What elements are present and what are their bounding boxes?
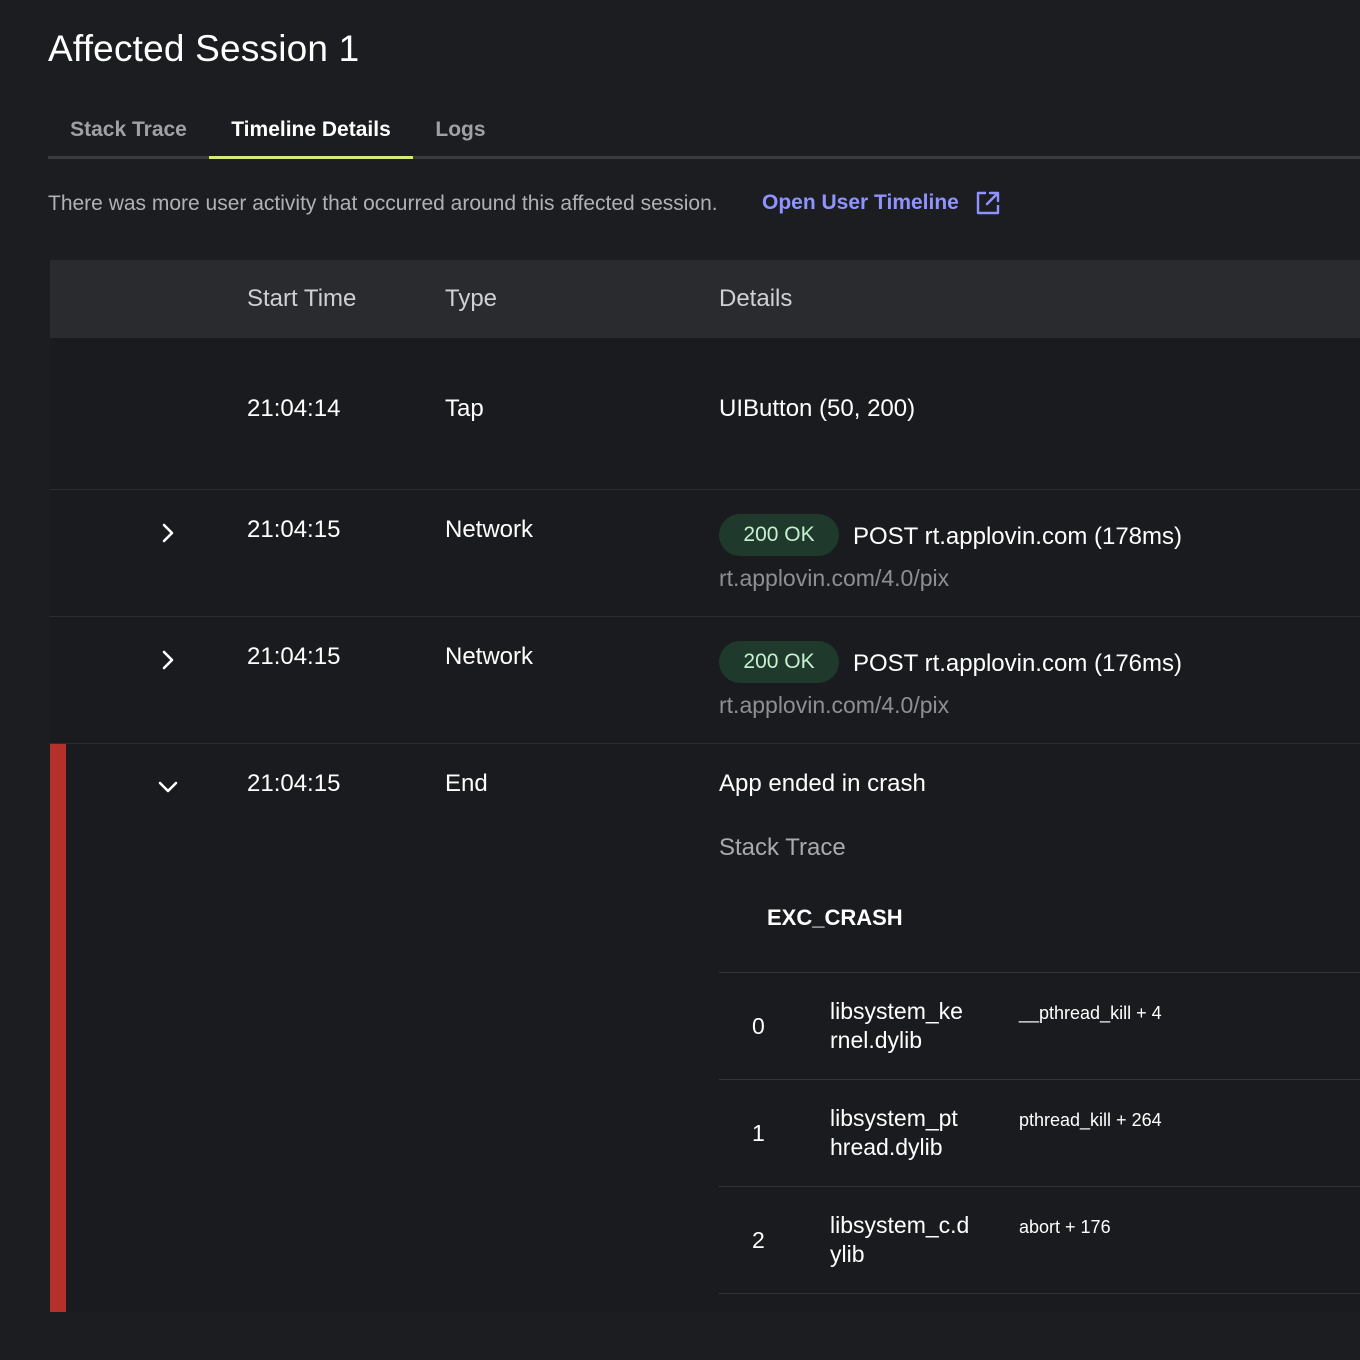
tab-logs[interactable]: Logs xyxy=(435,118,486,141)
row-type: Network xyxy=(445,516,534,543)
stack-trace-heading: Stack Trace xyxy=(719,834,846,861)
activity-notice: There was more user activity that occurr… xyxy=(48,192,718,215)
frame-index: 2 xyxy=(752,1226,765,1253)
frame-function: pthread_kill + 264 xyxy=(1019,1110,1162,1130)
tab-bar: Stack Trace Timeline Details Logs xyxy=(48,104,1360,159)
frame-library: libsystem_pthread.dylib xyxy=(830,1105,958,1160)
row-start-time: 21:04:15 xyxy=(247,770,341,797)
frame-index: 0 xyxy=(752,1012,765,1039)
page-title: Affected Session 1 xyxy=(48,28,360,69)
table-row-expanded[interactable]: 21:04:15 End App ended in crash xyxy=(50,744,1360,1312)
table-row[interactable]: 21:04:15 Network 200 OK POST rt.applovin… xyxy=(50,617,1360,744)
table-row[interactable]: 21:04:15 Network 200 OK POST rt.applovin… xyxy=(50,490,1360,617)
stack-frame[interactable]: 0 libsystem_kernel.dylib __pthread_kill … xyxy=(719,972,1360,1079)
chevron-right-icon[interactable] xyxy=(154,646,182,674)
status-badge: 200 OK xyxy=(719,514,839,556)
row-type: End xyxy=(445,770,488,797)
stack-frame[interactable]: 2 libsystem_c.dylib abort + 176 xyxy=(719,1186,1360,1294)
frame-function: __pthread_kill + 4 xyxy=(1019,1003,1162,1023)
header-type[interactable]: Type xyxy=(445,285,498,312)
frame-library: libsystem_c.dylib xyxy=(830,1212,970,1267)
row-type: Network xyxy=(445,643,534,670)
row-url: rt.applovin.com/4.0/pix xyxy=(719,692,950,718)
header-start-time[interactable]: Start Time xyxy=(247,285,357,312)
row-details: POST rt.applovin.com (178ms) xyxy=(853,523,1183,550)
frame-library: libsystem_kernel.dylib xyxy=(830,998,963,1053)
external-link-icon xyxy=(976,191,1000,215)
tab-timeline-details[interactable]: Timeline Details xyxy=(209,104,413,159)
stack-frame[interactable]: 1 libsystem_pthread.dylib pthread_kill +… xyxy=(719,1079,1360,1186)
row-details: POST rt.applovin.com (176ms) xyxy=(853,650,1183,677)
table-row[interactable]: 21:04:14 Tap UIButton (50, 200) xyxy=(50,364,1360,490)
row-start-time: 21:04:15 xyxy=(247,643,341,670)
row-details: App ended in crash xyxy=(719,770,926,797)
frame-function: abort + 176 xyxy=(1019,1217,1111,1237)
chevron-right-icon[interactable] xyxy=(154,519,182,547)
chevron-down-icon[interactable] xyxy=(154,773,182,801)
row-type: Tap xyxy=(445,395,484,422)
tab-stack-trace[interactable]: Stack Trace xyxy=(70,118,187,141)
frame-index: 1 xyxy=(752,1119,765,1146)
header-details[interactable]: Details xyxy=(719,285,793,312)
open-user-timeline-label: Open User Timeline xyxy=(762,191,959,214)
exception-name: EXC_CRASH xyxy=(767,905,903,930)
row-url: rt.applovin.com/4.0/pix xyxy=(719,565,950,591)
open-user-timeline-link[interactable]: Open User Timeline xyxy=(762,190,1001,216)
timeline-table: Start Time Type Details 21:04:14 Tap UIB… xyxy=(50,260,1360,1312)
crash-marker xyxy=(50,744,66,1312)
table-header: Start Time Type Details xyxy=(50,260,1360,338)
row-start-time: 21:04:14 xyxy=(247,395,341,422)
row-start-time: 21:04:15 xyxy=(247,516,341,543)
status-badge: 200 OK xyxy=(719,641,839,683)
row-details: UIButton (50, 200) xyxy=(719,395,916,422)
